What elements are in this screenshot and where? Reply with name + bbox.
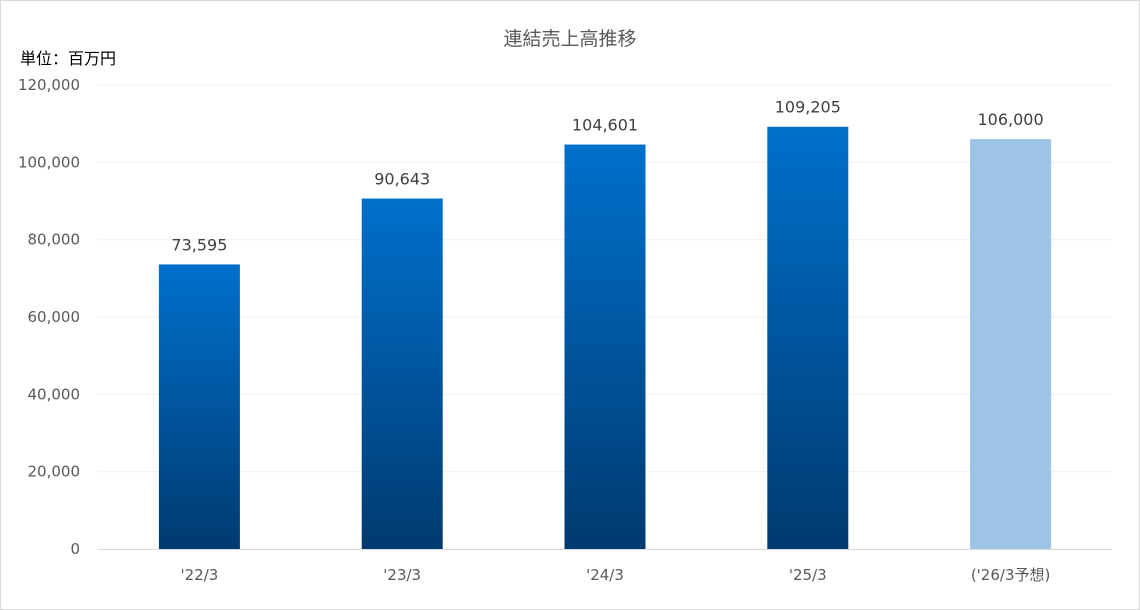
x-axis-ticks: '22/3 '23/3 '24/3 '25/3 ('26/3予想): [180, 566, 1050, 584]
y-tick-label: 60,000: [28, 308, 81, 326]
data-label: 104,601: [572, 116, 638, 135]
bars: [158, 126, 1052, 550]
x-tick-label: '22/3: [180, 566, 218, 584]
x-tick-label: '24/3: [586, 566, 624, 584]
data-label: 90,643: [374, 170, 430, 189]
y-tick-label: 80,000: [28, 231, 81, 249]
x-tick-label: ('26/3予想): [971, 566, 1051, 584]
y-tick-label: 20,000: [28, 463, 81, 481]
data-labels: 73,595 90,643 104,601 109,205 106,000: [171, 98, 1043, 255]
y-tick-label: 120,000: [18, 76, 80, 94]
unit-label: 単位：百万円: [20, 49, 117, 68]
chart-title: 連結売上高推移: [503, 28, 637, 50]
data-label: 106,000: [978, 110, 1044, 129]
bar: [767, 126, 849, 550]
x-tick-label: '23/3: [383, 566, 421, 584]
x-tick-label: '25/3: [789, 566, 827, 584]
y-tick-label: 40,000: [28, 385, 81, 403]
data-label: 109,205: [775, 98, 841, 117]
y-tick-label: 100,000: [18, 153, 80, 171]
y-tick-label: 0: [70, 540, 80, 558]
y-axis-ticks: 0 20,000 40,000 60,000 80,000 100,000 120,000: [18, 76, 80, 558]
bar: [158, 264, 240, 549]
bar: [564, 144, 646, 550]
bar: [361, 198, 443, 549]
bar-forecast: [970, 139, 1052, 549]
data-label: 73,595: [171, 235, 227, 254]
